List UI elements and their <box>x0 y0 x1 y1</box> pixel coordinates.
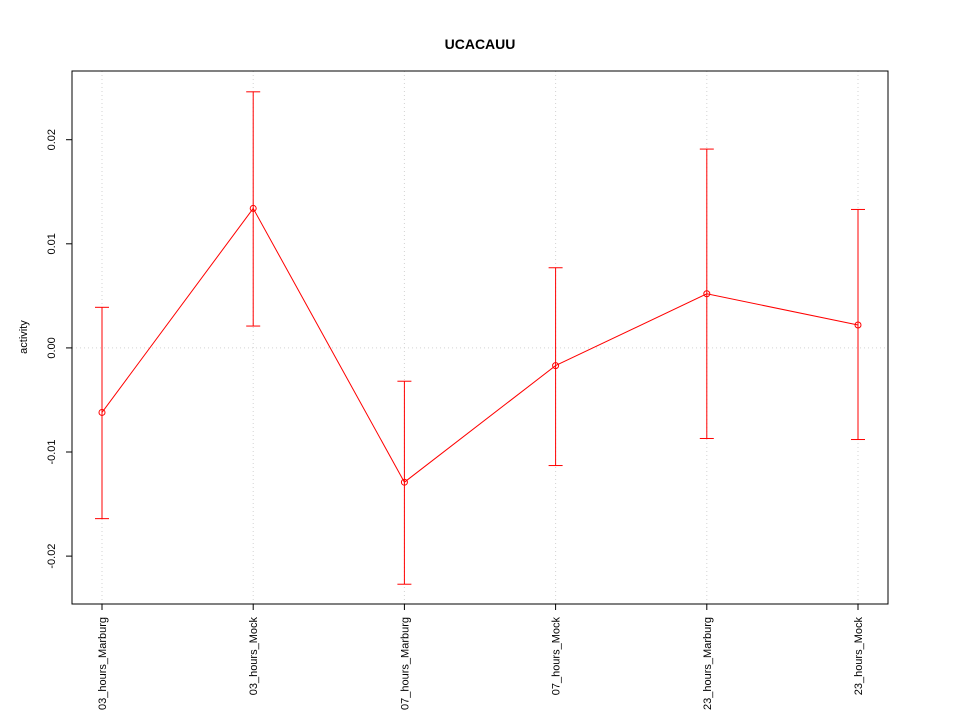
y-tick-label: 0.02 <box>46 129 58 150</box>
x-tick-label: 07_hours_Mock <box>551 617 563 696</box>
y-tick-label: -0.01 <box>46 439 58 464</box>
data-point <box>854 321 862 329</box>
data-point <box>400 478 408 486</box>
x-tick-label: 03_hours_Marburg <box>97 617 109 710</box>
data-point <box>98 408 106 416</box>
x-axis: 03_hours_Marburg 03_hours_Mock 07_hours_Ma… <box>97 604 865 710</box>
data-point <box>249 204 257 212</box>
y-axis-label: activity <box>18 320 30 354</box>
y-axis: -0.02 -0.01 0.00 0.01 0.02 <box>46 129 72 569</box>
y-tick-label: -0.02 <box>46 544 58 569</box>
chart-title: UCACAUU <box>445 36 516 52</box>
x-tick-label: 23_hours_Marburg <box>702 617 714 710</box>
series-line <box>101 207 859 483</box>
plot-frame <box>71 70 889 605</box>
data-point <box>703 290 711 298</box>
error-bars <box>95 91 865 585</box>
x-tick-label: 03_hours_Mock <box>248 617 260 696</box>
data-point <box>552 362 560 370</box>
y-tick-label: 0.01 <box>46 233 58 254</box>
x-tick-label: 23_hours_Mock <box>853 617 865 696</box>
y-tick-label: 0.00 <box>46 337 58 358</box>
grid-lines <box>72 71 888 604</box>
x-tick-label: 07_hours_Marburg <box>399 617 411 710</box>
data-points <box>98 204 862 486</box>
